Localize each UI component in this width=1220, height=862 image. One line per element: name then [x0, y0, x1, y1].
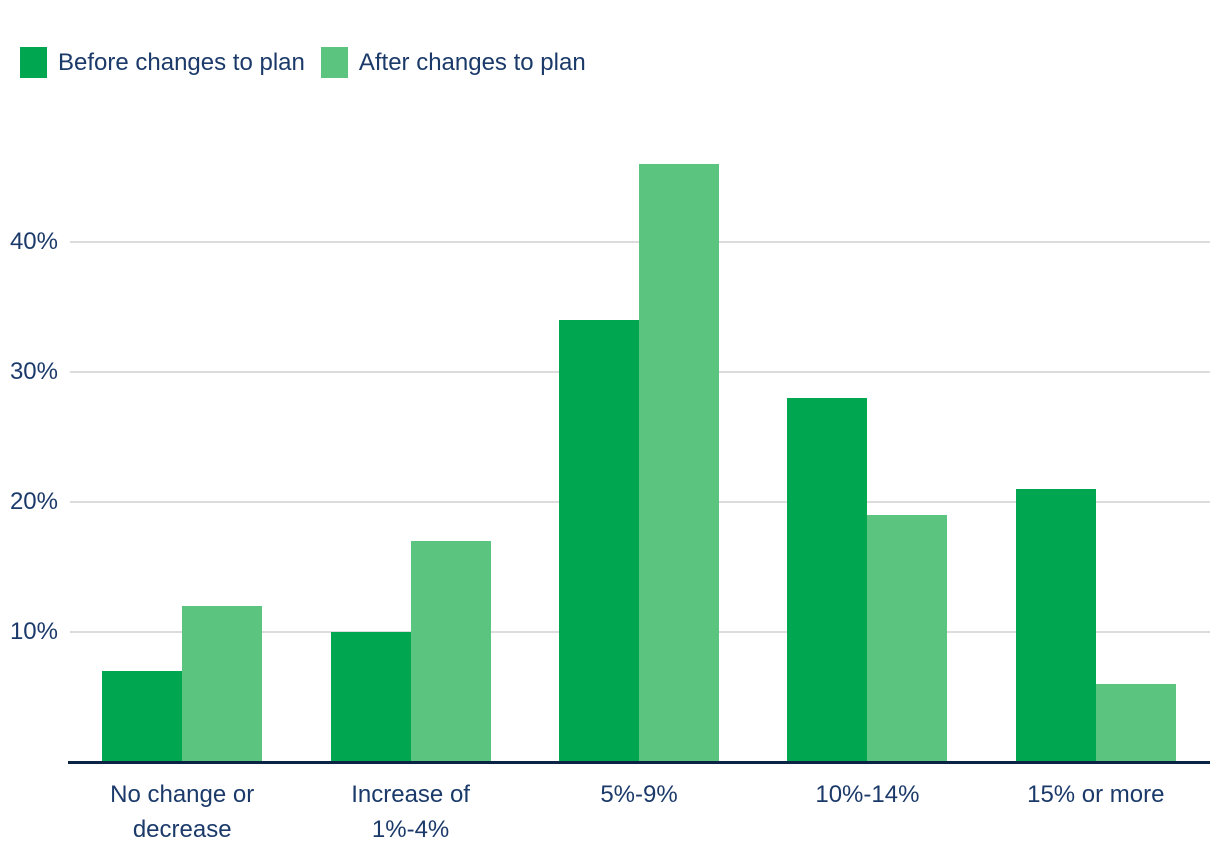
bar-after-changes[interactable] [867, 515, 948, 762]
x-axis-category-label: Increase of 1%-4% [351, 781, 470, 843]
y-axis-tick-label: 40% [9, 228, 58, 255]
x-axis-category-label: 5%-9% [600, 781, 678, 808]
x-axis-category-label: 10%-14% [815, 781, 920, 808]
y-axis-tick-label: 20% [9, 488, 58, 515]
bar-group [787, 0, 948, 762]
legend: Before changes to plan After changes to … [20, 47, 586, 78]
bar-group [559, 0, 719, 762]
bar-before-changes[interactable] [330, 632, 411, 762]
bar-before-changes[interactable] [102, 671, 183, 762]
legend-swatch-before-icon [20, 47, 47, 78]
bar-after-changes[interactable] [182, 606, 263, 762]
bar-group [330, 0, 491, 762]
y-axis-tick-label: 10% [9, 618, 58, 645]
bar-after-changes[interactable] [1095, 684, 1176, 762]
bar-before-changes[interactable] [1015, 489, 1096, 762]
x-axis-line [68, 761, 1210, 764]
y-axis-tick-label: 30% [9, 358, 58, 385]
legend-item-after-changes[interactable]: After changes to plan [320, 47, 586, 78]
bar-after-changes[interactable] [639, 164, 719, 762]
bar-before-changes[interactable] [787, 398, 868, 762]
x-axis-category-label: 15% or more [1027, 781, 1165, 808]
bar-group [102, 0, 263, 762]
bar-before-changes[interactable] [559, 320, 639, 762]
legend-label-after: After changes to plan [358, 48, 586, 76]
x-axis-category-label: No change or decrease [110, 781, 255, 843]
legend-swatch-after-icon [320, 47, 348, 78]
bar-group [1015, 0, 1176, 762]
bar-after-changes[interactable] [410, 541, 491, 762]
legend-item-before-changes[interactable]: Before changes to plan [20, 47, 305, 78]
legend-label-before: Before changes to plan [58, 48, 305, 76]
